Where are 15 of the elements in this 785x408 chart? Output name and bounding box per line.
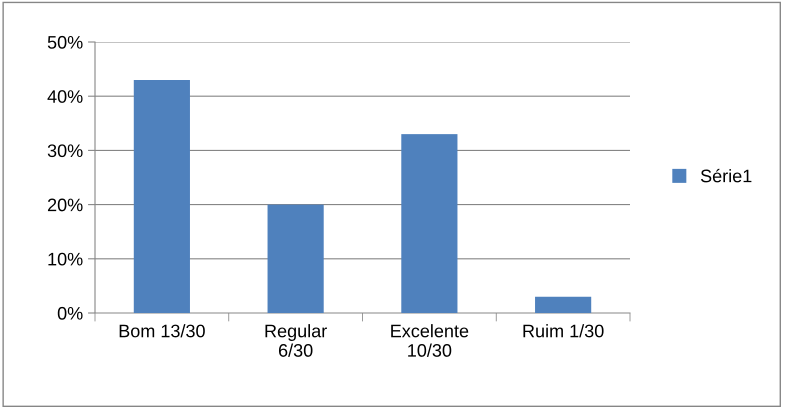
bar [134, 80, 190, 313]
bar [535, 296, 592, 313]
x-tick-label: Bom 13/30 [120, 324, 205, 338]
x-tick-label: Regular 6/30 [265, 324, 327, 357]
x-tick-label: Ruim 1/30 [523, 324, 604, 338]
y-tick-label: 30% [48, 144, 83, 158]
y-tick-label: 50% [48, 36, 83, 49]
y-tick-label: 0% [58, 306, 83, 320]
bar [268, 204, 324, 313]
y-tick-label: 10% [48, 252, 83, 266]
x-tick-label: Excelente 10/30 [391, 324, 468, 357]
y-tick-label: 40% [47, 90, 83, 103]
legend-label: Série1 [700, 168, 752, 182]
bar [401, 134, 458, 313]
y-tick-label: 20% [48, 198, 83, 212]
